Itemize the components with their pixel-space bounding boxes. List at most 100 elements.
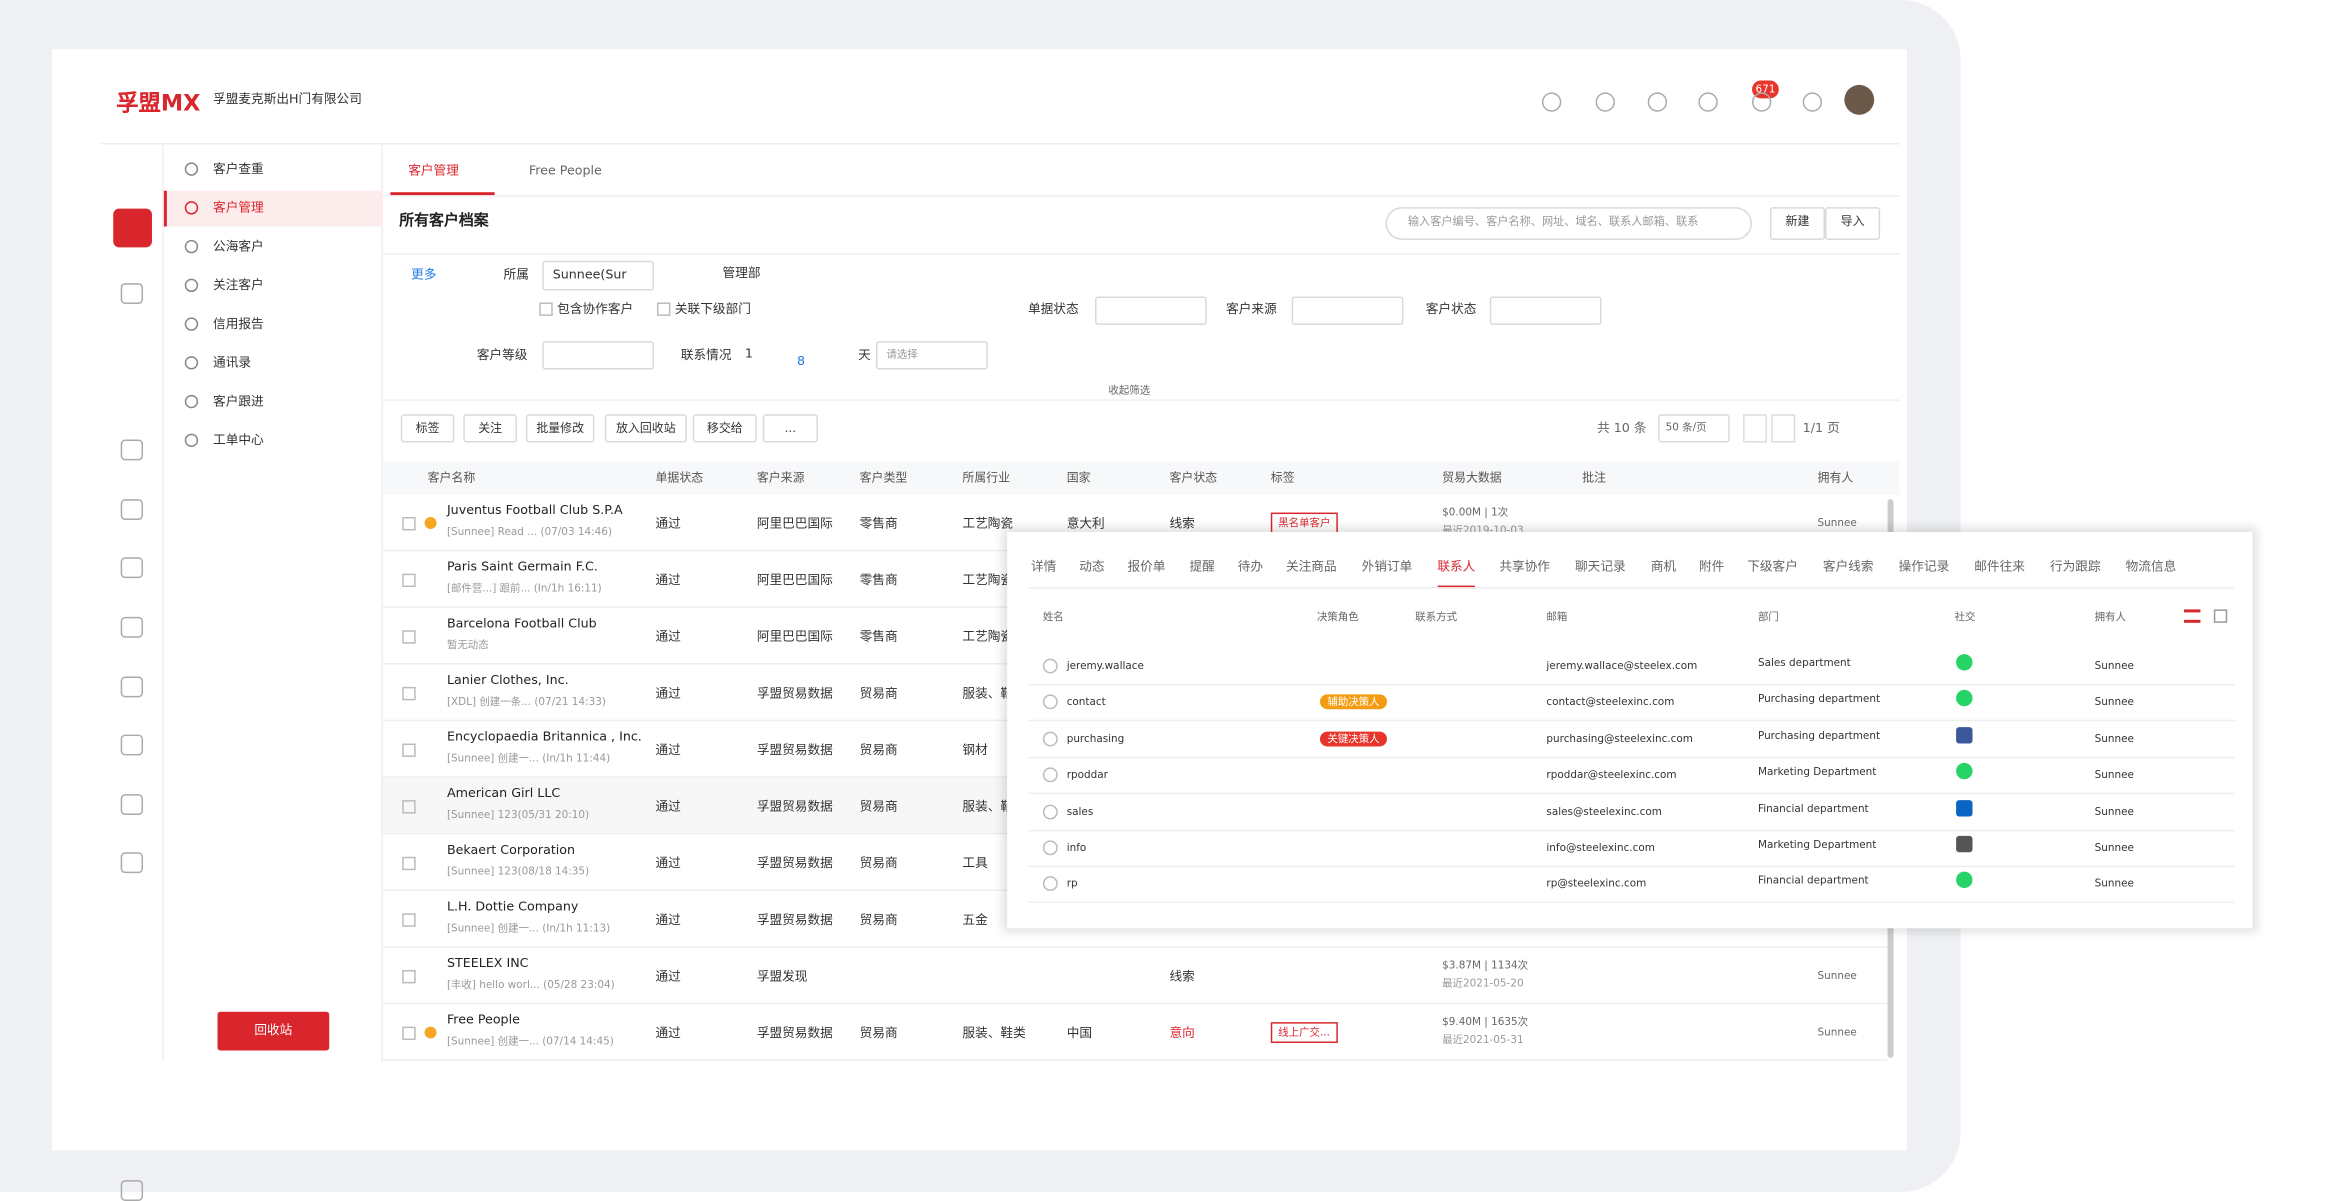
menu-item[interactable]: 关注客户	[213, 278, 264, 294]
panel-tab[interactable]: 下级客户	[1747, 560, 1798, 576]
avatar[interactable]	[1844, 84, 1875, 115]
panel-tab[interactable]: 物流信息	[2125, 560, 2177, 576]
cell-doc: 通过	[655, 856, 681, 872]
column-header[interactable]: 标签	[1270, 470, 1295, 485]
action-button[interactable]: 新建	[1769, 207, 1826, 240]
column-header[interactable]: 所属行业	[962, 470, 1011, 485]
filter-select[interactable]	[1489, 296, 1602, 325]
tab[interactable]: Free People	[528, 163, 602, 179]
column-header[interactable]: 国家	[1066, 470, 1091, 485]
panel-column-header: 姓名	[1042, 610, 1064, 623]
menu-item[interactable]: 通讯录	[213, 356, 252, 372]
cell-doc: 通过	[655, 573, 681, 589]
panel-tab[interactable]: 待办	[1237, 560, 1264, 576]
menu-item[interactable]: 客户查重	[213, 162, 264, 178]
menu-item[interactable]: 信用报告	[213, 317, 264, 333]
toolbar-button[interactable]: 标签	[400, 414, 455, 443]
social-icon[interactable]	[1956, 726, 1973, 744]
menu-item[interactable]: 客户管理	[213, 201, 264, 217]
panel-tab[interactable]: 邮件往来	[1974, 560, 2025, 576]
social-icon[interactable]	[1956, 872, 1973, 889]
social-icon[interactable]	[1956, 654, 1973, 671]
panel-tab[interactable]: 关注商品	[1285, 560, 1337, 576]
toolbar-button[interactable]: 关注	[463, 414, 517, 443]
customer-name[interactable]: Free People	[446, 1013, 520, 1029]
page-size[interactable]: 50 条/页	[1658, 414, 1730, 443]
customer-name[interactable]: Encyclopaedia Britannica , Inc.	[446, 730, 642, 745]
toolbar-divider	[382, 399, 1900, 401]
contact-avatar	[1042, 731, 1058, 747]
column-header[interactable]: 批注	[1582, 470, 1607, 485]
recycle-button[interactable]: 回收站	[217, 1011, 330, 1051]
tab[interactable]: 客户管理	[390, 149, 495, 196]
column-header[interactable]: 贸易大数据	[1442, 470, 1502, 485]
menu-item[interactable]: 工单中心	[213, 433, 264, 449]
filter-label: 联系情况	[680, 348, 732, 364]
owner-select[interactable]: Sunnee(Sur	[542, 260, 655, 291]
panel-tab[interactable]: 提醒	[1189, 560, 1215, 576]
column-header[interactable]: 客户名称	[427, 470, 476, 485]
column-header[interactable]: 单据状态	[655, 470, 704, 485]
collapse-filter[interactable]: 收起筛选	[1108, 384, 1151, 397]
column-header[interactable]: 拥有人	[1817, 470, 1854, 485]
contact-name: purchasing	[1066, 732, 1125, 745]
customer-name[interactable]: STEELEX INC	[446, 956, 529, 972]
cell-industry: 五金	[962, 913, 988, 929]
customer-activity: [Sunnee] 123(08/18 14:35)	[446, 865, 590, 878]
customer-name[interactable]: Juventus Football Club S.P.A	[446, 503, 623, 519]
toolbar-button[interactable]: 批量修改	[525, 414, 595, 443]
cell-industry: 服装、鞋类	[962, 1026, 1026, 1042]
toolbar-button[interactable]: 放入回收站	[604, 414, 687, 443]
panel-tab[interactable]: 行为跟踪	[2049, 560, 2101, 576]
menu-item[interactable]: 客户跟进	[213, 394, 264, 410]
row-checkbox	[402, 686, 416, 701]
panel-tab[interactable]: 附件	[1698, 560, 1725, 576]
cell-type: 零售商	[859, 517, 898, 532]
toolbar-button[interactable]: 移交给	[692, 414, 757, 443]
social-icon[interactable]	[1956, 835, 1973, 853]
menu-item[interactable]: 公海客户	[213, 239, 264, 255]
customer-activity: [丰收] hello worl... (05/28 23:04)	[446, 978, 615, 991]
social-icon[interactable]	[1956, 763, 1973, 780]
column-header[interactable]: 客户来源	[756, 470, 805, 485]
contact-email: jeremy.wallace@steelex.com	[1546, 660, 1698, 672]
next-page	[1771, 414, 1796, 443]
action-button[interactable]: 导入	[1825, 207, 1881, 240]
cell-type: 贸易商	[859, 913, 898, 929]
dept-select[interactable]: 管理部	[677, 260, 827, 291]
toolbar-button[interactable]: ...	[762, 414, 818, 443]
day-select[interactable]: 请选择	[876, 341, 988, 370]
customer-name[interactable]: Bekaert Corporation	[446, 843, 576, 859]
panel-tab[interactable]: 商机	[1650, 560, 1677, 576]
column-header[interactable]: 客户类型	[859, 470, 908, 485]
contact-dept: Purchasing department	[1757, 729, 1881, 742]
panel-tab[interactable]: 详情	[1030, 560, 1057, 576]
filter-select[interactable]	[1291, 296, 1404, 325]
customer-name[interactable]: Paris Saint Germain F.C.	[446, 560, 598, 576]
row-checkbox	[402, 969, 416, 984]
contact-owner: Sunnee	[2094, 878, 2134, 891]
filter-select[interactable]	[542, 341, 655, 370]
filter-select[interactable]	[1095, 296, 1207, 325]
panel-tab[interactable]: 操作记录	[1898, 560, 1950, 576]
view-title[interactable]: 所有客户档案	[399, 213, 489, 230]
social-icon[interactable]	[1956, 690, 1973, 707]
cell-country: 意大利	[1066, 517, 1105, 532]
customer-name[interactable]: L.H. Dottie Company	[446, 899, 579, 915]
panel-tab[interactable]: 联系人	[1437, 559, 1476, 589]
customer-activity: [Sunnee] 创建一... (In/1h 11:44)	[446, 752, 611, 765]
social-icon[interactable]	[1956, 799, 1973, 816]
search-placeholder: 输入客户编号、客户名称、网址、域名、联系人邮箱、联系	[1407, 214, 1699, 228]
customer-name[interactable]: Barcelona Football Club	[446, 616, 597, 632]
panel-tab[interactable]: 动态	[1079, 560, 1105, 576]
more-filter[interactable]: 更多	[411, 268, 437, 284]
contact-row	[1027, 722, 2235, 759]
panel-tab[interactable]: 共享协作	[1499, 560, 1550, 576]
panel-tab[interactable]: 报价单	[1127, 560, 1166, 576]
panel-tab[interactable]: 聊天记录	[1574, 560, 1626, 576]
customer-name[interactable]: American Girl LLC	[446, 786, 561, 802]
panel-tab[interactable]: 外销订单	[1361, 560, 1413, 576]
customer-name[interactable]: Lanier Clothes, Inc.	[446, 673, 569, 689]
panel-tab[interactable]: 客户线索	[1822, 560, 1874, 576]
column-header[interactable]: 客户状态	[1169, 470, 1218, 485]
